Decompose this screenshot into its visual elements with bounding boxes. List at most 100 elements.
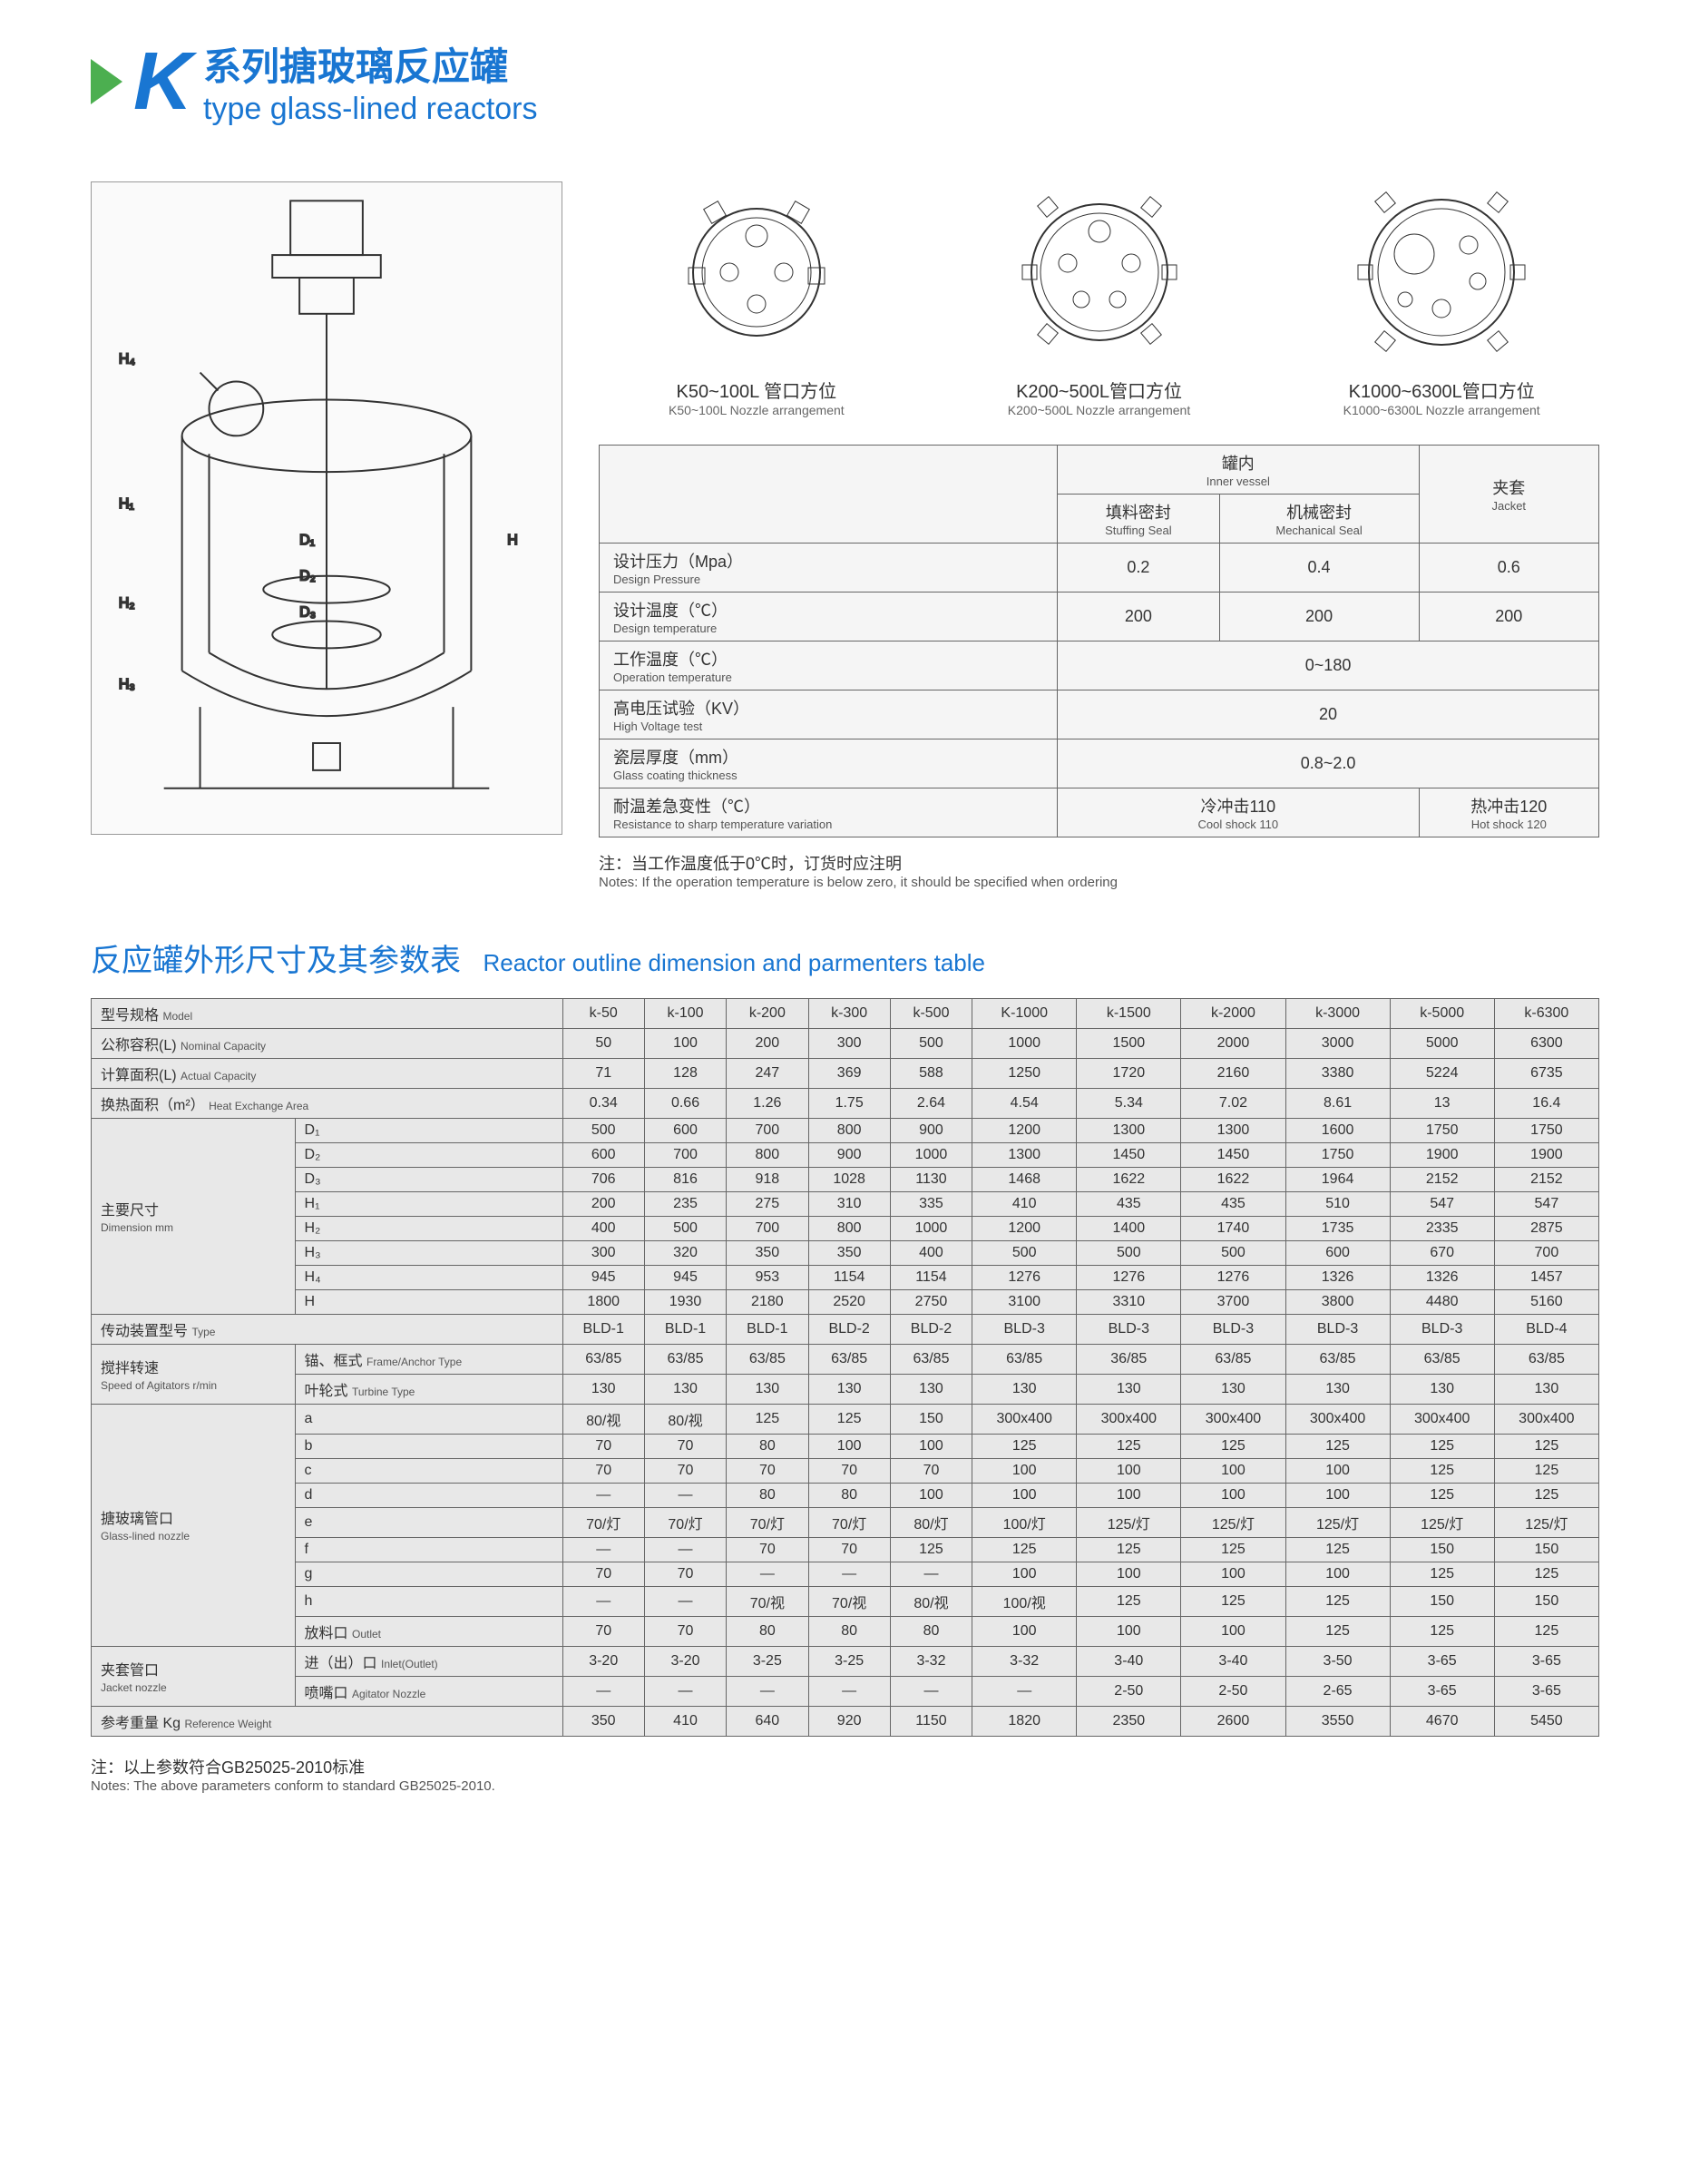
table-cell: 500 [972, 1241, 1077, 1266]
nozzle-1-en: K50~100L Nozzle arrangement [599, 403, 914, 417]
table-cell: 80 [808, 1484, 890, 1508]
table-cell: 70/灯 [644, 1508, 726, 1538]
spec-cell: 冷冲击110Cool shock 110 [1058, 788, 1419, 837]
table-cell: 125 [1494, 1435, 1598, 1459]
nozzle-item-2: K200~500L管口方位 K200~500L Nozzle arrangeme… [942, 181, 1257, 417]
table-cell: 100 [1181, 1484, 1285, 1508]
table-cell: 1000 [890, 1143, 972, 1168]
table-cell: 100 [1181, 1562, 1285, 1587]
table-cell: 1150 [890, 1707, 972, 1737]
table-cell: 2180 [727, 1290, 808, 1315]
table-cell: 1457 [1494, 1266, 1598, 1290]
table-cell: 70/视 [727, 1587, 808, 1617]
table-cell: 70 [808, 1538, 890, 1562]
spec-cell: 0.2 [1058, 544, 1220, 593]
table-cell: k-5000 [1390, 999, 1494, 1029]
jacket-cn: 夹套 [1492, 479, 1525, 497]
table-cell: 350 [727, 1241, 808, 1266]
table-cell: 400 [562, 1217, 644, 1241]
table-cell: 125 [727, 1405, 808, 1435]
table-cell: 1622 [1077, 1168, 1181, 1192]
table-cell: 435 [1077, 1192, 1181, 1217]
table-cell: 1154 [890, 1266, 972, 1290]
table-row-label: 放料口 Outlet [295, 1617, 562, 1647]
spec-cell: 热冲击120Hot shock 120 [1419, 788, 1598, 837]
spec-note: 注：当工作温度低于0℃时，订货时应注明 Notes: If the operat… [599, 851, 1599, 890]
spec-cell: 200 [1419, 593, 1598, 641]
table-cell: 4670 [1390, 1707, 1494, 1737]
table-cell: 3-32 [890, 1647, 972, 1677]
table-cell: 3310 [1077, 1290, 1181, 1315]
table-cell: BLD-3 [972, 1315, 1077, 1345]
table-cell: 1900 [1390, 1143, 1494, 1168]
title-cn: 系列搪玻璃反应罐 [203, 36, 538, 92]
table-cell: 71 [562, 1059, 644, 1089]
table-cell: 80 [808, 1617, 890, 1647]
table-cell: 300x400 [972, 1405, 1077, 1435]
nozzle-2-en: K200~500L Nozzle arrangement [942, 403, 1257, 417]
table-cell: 510 [1285, 1192, 1390, 1217]
table-cell: 3-40 [1077, 1647, 1181, 1677]
table-row-label: 进（出）口 Inlet(Outlet) [295, 1647, 562, 1677]
table-cell: 80 [727, 1484, 808, 1508]
spec-cell: 0.8~2.0 [1058, 739, 1599, 788]
table-cell: 125 [1390, 1562, 1494, 1587]
speed-group: 搅拌转速Speed of Agitators r/min [92, 1345, 296, 1405]
svg-text:D₂: D₂ [299, 569, 316, 584]
table-cell: 1900 [1494, 1143, 1598, 1168]
spec-note-en: Notes: If the operation temperature is b… [599, 875, 1599, 890]
nozzle-item-1: K50~100L 管口方位 K50~100L Nozzle arrangemen… [599, 181, 914, 417]
table-cell: k-50 [562, 999, 644, 1029]
table-cell: 2335 [1390, 1217, 1494, 1241]
table-cell: 100/灯 [972, 1508, 1077, 1538]
table-cell: 70/灯 [808, 1508, 890, 1538]
table-cell: 70/视 [808, 1587, 890, 1617]
spec-row-label: 工作温度（℃）Operation temperature [600, 641, 1058, 690]
table-cell: 7.02 [1181, 1089, 1285, 1119]
table-cell: 2152 [1390, 1168, 1494, 1192]
table-cell: 500 [644, 1217, 726, 1241]
spec-row-label: 高电压试验（KV）High Voltage test [600, 690, 1058, 739]
table-cell: 1600 [1285, 1119, 1390, 1143]
table-cell: 13 [1390, 1089, 1494, 1119]
table-cell: 1300 [1181, 1119, 1285, 1143]
table-cell: 50 [562, 1029, 644, 1059]
table-cell: BLD-3 [1077, 1315, 1181, 1345]
table-cell: 588 [890, 1059, 972, 1089]
table-row-label: H₂ [295, 1217, 562, 1241]
table-cell: k-100 [644, 999, 726, 1029]
table-cell: 350 [808, 1241, 890, 1266]
spec-cell: 200 [1219, 593, 1419, 641]
table-row-label: 计算面积(L) Actual Capacity [92, 1059, 563, 1089]
table-cell: 36/85 [1077, 1345, 1181, 1375]
table-cell: 320 [644, 1241, 726, 1266]
table-cell: 310 [808, 1192, 890, 1217]
table-cell: 500 [1077, 1241, 1181, 1266]
table-row-label: f [295, 1538, 562, 1562]
right-column: K50~100L 管口方位 K50~100L Nozzle arrangemen… [599, 181, 1599, 890]
table-cell: 63/85 [727, 1345, 808, 1375]
table-cell: — [808, 1677, 890, 1707]
table-cell: 3-50 [1285, 1647, 1390, 1677]
table-cell: 130 [1285, 1375, 1390, 1405]
spec-cell: 0.4 [1219, 544, 1419, 593]
table-cell: 70 [562, 1562, 644, 1587]
table-cell: 80/视 [890, 1587, 972, 1617]
table-cell: 1276 [1077, 1266, 1181, 1290]
table-cell: 3-65 [1494, 1677, 1598, 1707]
page-header: K 系列搪玻璃反应罐 type glass-lined reactors [91, 36, 1599, 127]
table-cell: 2-50 [1181, 1677, 1285, 1707]
table-row-label: 喷嘴口 Agitator Nozzle [295, 1677, 562, 1707]
table-cell: 3-32 [972, 1647, 1077, 1677]
table-row-label: 换热面积（m²） Heat Exchange Area [92, 1089, 563, 1119]
table-cell: k-1500 [1077, 999, 1181, 1029]
table-cell: 130 [1077, 1375, 1181, 1405]
table-cell: 63/85 [562, 1345, 644, 1375]
dimension-group: 主要尺寸Dimension mm [92, 1119, 296, 1315]
table-cell: 125 [1181, 1587, 1285, 1617]
table-cell: 700 [644, 1143, 726, 1168]
table-cell: 500 [1181, 1241, 1285, 1266]
table-cell: 150 [1494, 1538, 1598, 1562]
table-cell: 3-25 [727, 1647, 808, 1677]
table-cell: 63/85 [1494, 1345, 1598, 1375]
